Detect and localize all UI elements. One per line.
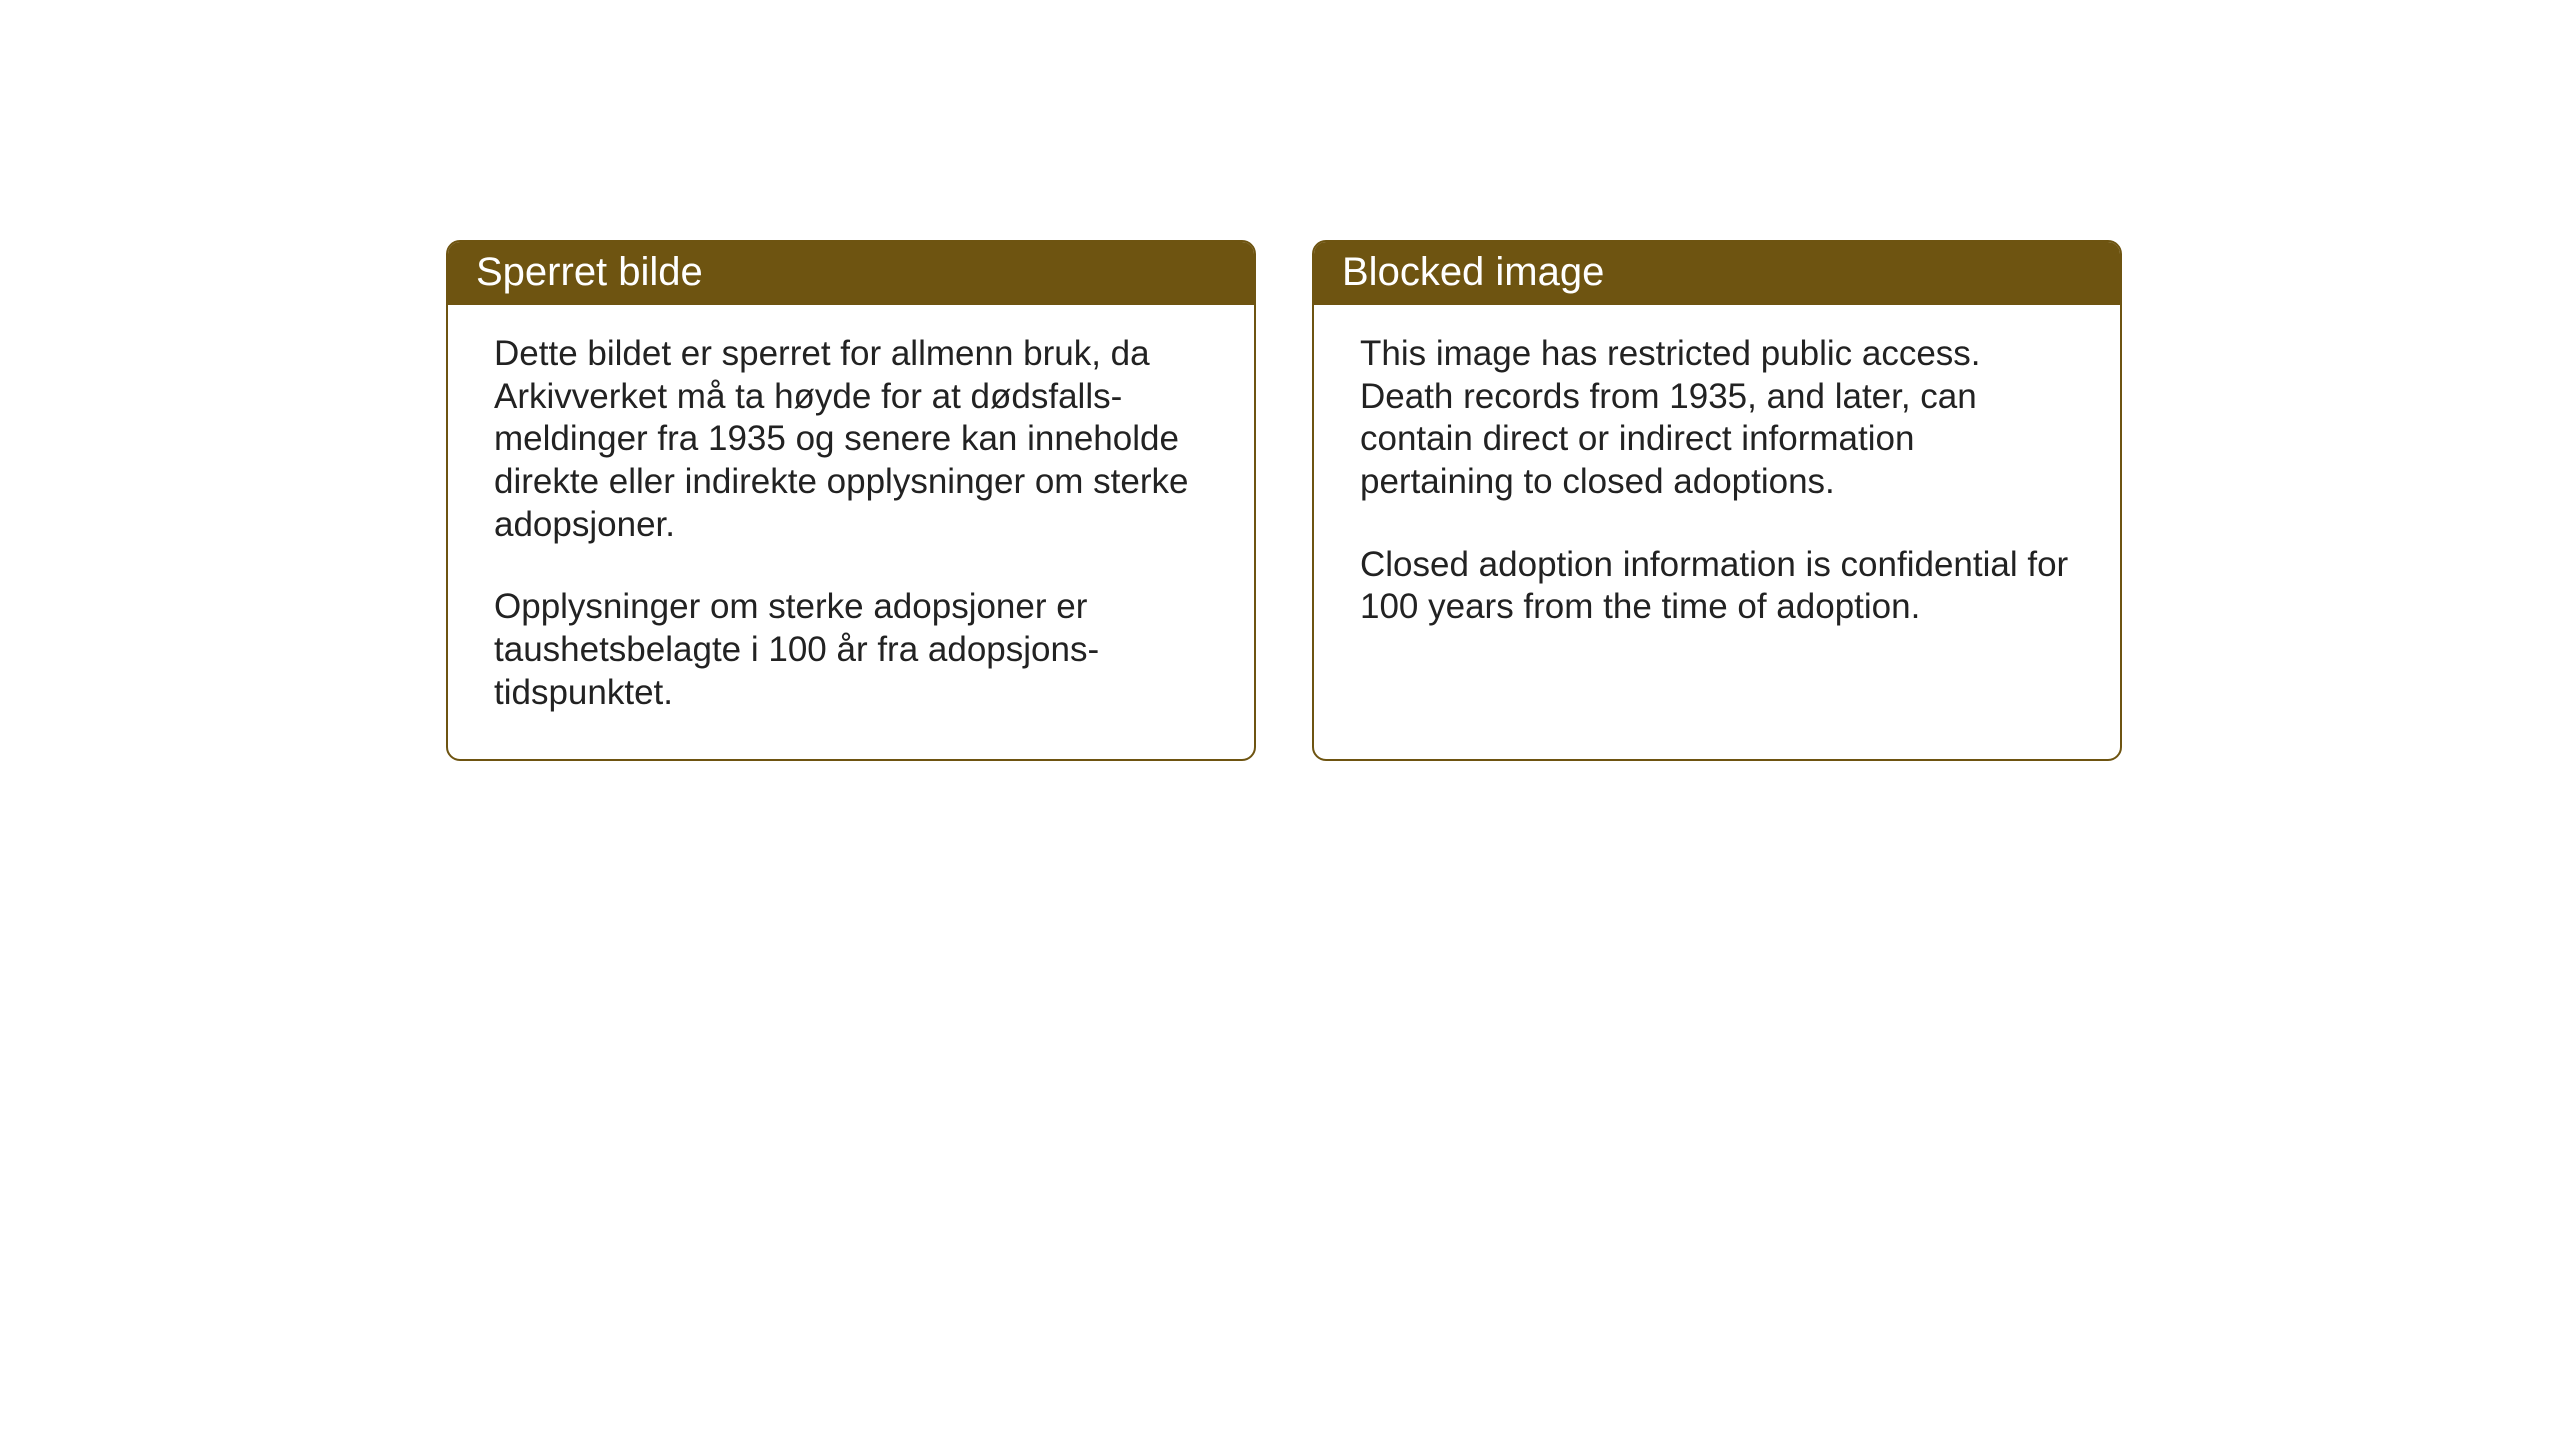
- card-title: Blocked image: [1342, 250, 1604, 294]
- card-paragraph: This image has restricted public access.…: [1360, 333, 2074, 504]
- notice-card-english: Blocked image This image has restricted …: [1312, 240, 2122, 761]
- card-title: Sperret bilde: [476, 250, 703, 294]
- card-header: Blocked image: [1314, 242, 2120, 305]
- card-header: Sperret bilde: [448, 242, 1254, 305]
- card-paragraph: Opplysninger om sterke adopsjoner er tau…: [494, 586, 1208, 714]
- notice-card-norwegian: Sperret bilde Dette bildet er sperret fo…: [446, 240, 1256, 761]
- card-body: This image has restricted public access.…: [1314, 305, 2120, 745]
- notice-container: Sperret bilde Dette bildet er sperret fo…: [446, 240, 2122, 761]
- card-paragraph: Dette bildet er sperret for allmenn bruk…: [494, 333, 1208, 546]
- card-body: Dette bildet er sperret for allmenn bruk…: [448, 305, 1254, 759]
- card-paragraph: Closed adoption information is confident…: [1360, 544, 2074, 629]
